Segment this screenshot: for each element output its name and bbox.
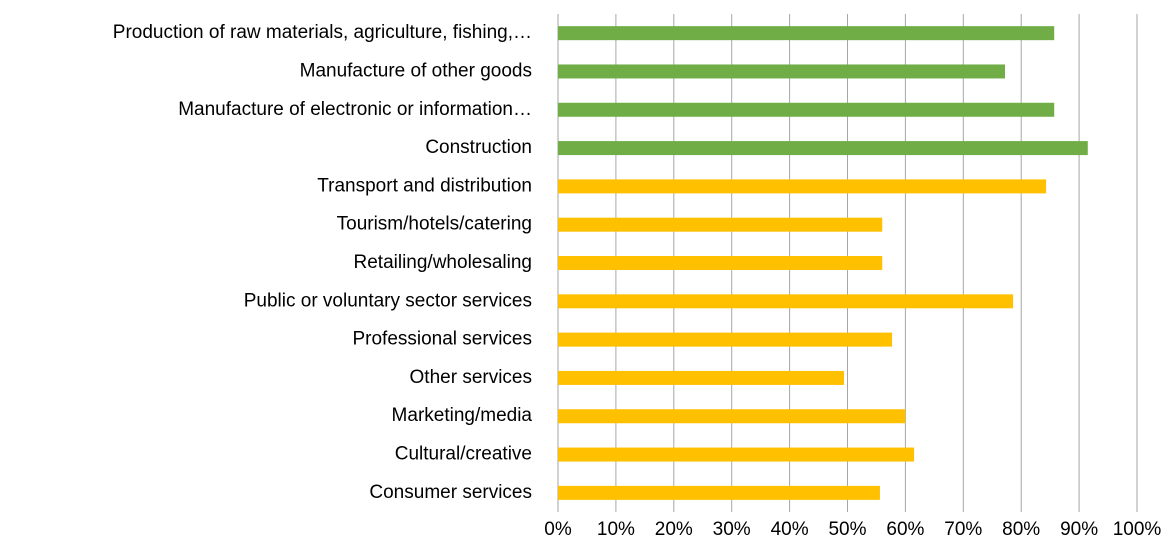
y-tick-label: Manufacture of electronic or information… [178, 99, 532, 120]
y-tick-label: Transport and distribution [317, 175, 532, 196]
bar [558, 370, 845, 385]
bar [558, 141, 1088, 156]
y-tick-label: Cultural/creative [395, 444, 532, 465]
x-tick-label: 10% [597, 519, 635, 540]
y-tick-label: Retailing/wholesaling [354, 252, 533, 273]
bar [558, 409, 906, 424]
bar [558, 485, 880, 500]
x-tick-label: 0% [544, 519, 572, 540]
y-tick-label: Production of raw materials, agriculture… [113, 22, 532, 43]
y-tick-label: Professional services [352, 329, 532, 350]
x-tick-label: 40% [771, 519, 809, 540]
y-tick-label: Public or voluntary sector services [244, 290, 532, 311]
x-tick-label: 60% [886, 519, 924, 540]
y-tick-label: Manufacture of other goods [300, 60, 532, 81]
bar [558, 102, 1055, 117]
y-tick-label: Construction [425, 137, 532, 158]
bar [558, 294, 1014, 309]
x-tick-label: 50% [828, 519, 866, 540]
x-tick-label: 30% [713, 519, 751, 540]
bar [558, 217, 883, 232]
y-tick-label: Tourism/hotels/catering [337, 214, 532, 235]
x-tick-label: 100% [1113, 519, 1162, 540]
bar [558, 447, 915, 462]
x-tick-label: 90% [1060, 519, 1098, 540]
bar [558, 64, 1005, 79]
bar [558, 256, 883, 270]
bar [558, 179, 1047, 194]
y-tick-label: Other services [410, 367, 532, 388]
x-tick-label: 80% [1002, 519, 1040, 540]
x-tick-label: 20% [655, 519, 693, 540]
bar [558, 332, 893, 347]
x-tick-label: 70% [944, 519, 982, 540]
y-tick-label: Marketing/media [392, 405, 533, 426]
y-tick-label: Consumer services [369, 482, 532, 503]
bar [558, 26, 1055, 41]
